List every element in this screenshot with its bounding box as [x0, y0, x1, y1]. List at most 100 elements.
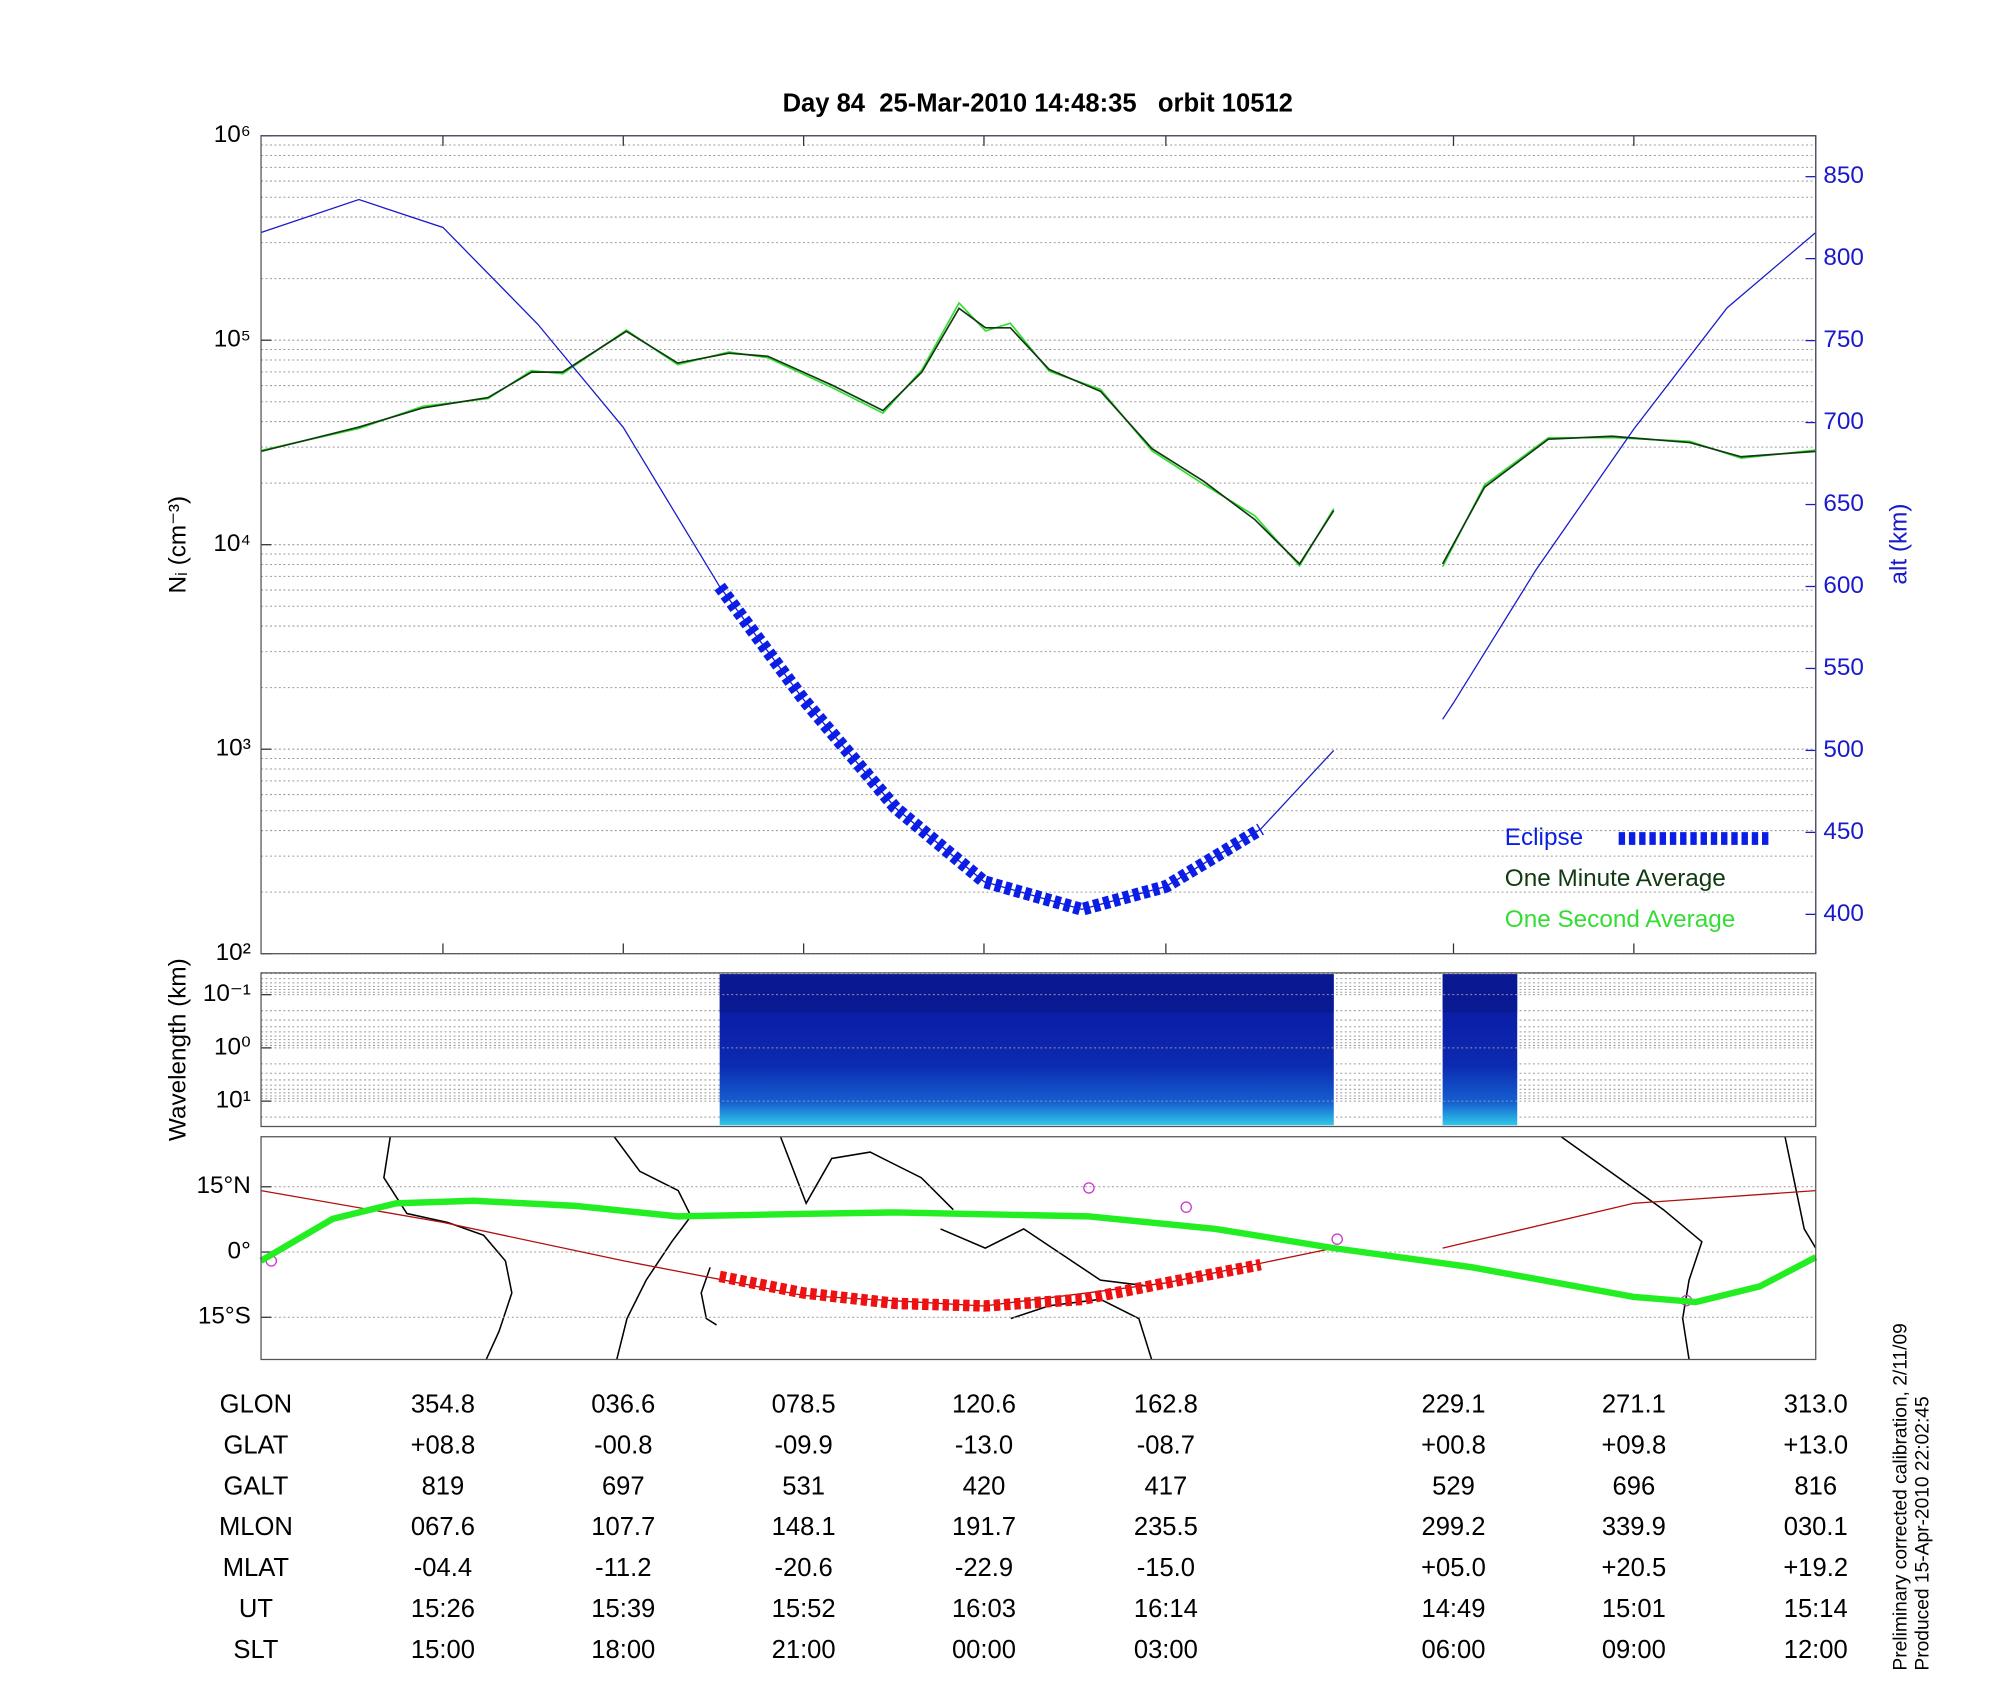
table-cell: -08.7: [1137, 1431, 1195, 1459]
table-cell: 00:00: [952, 1636, 1016, 1664]
table-cell: 816: [1794, 1472, 1837, 1500]
y-axis-label: Nᵢ (cm⁻³): [165, 496, 192, 594]
table-cell: 15:01: [1602, 1595, 1666, 1623]
table-cell: +00.8: [1421, 1431, 1486, 1459]
table-cell: 036.6: [591, 1390, 655, 1418]
y2-tick-label: 450: [1823, 818, 1864, 845]
y-tick-label: 15°S: [198, 1303, 251, 1330]
y2-tick-label: 600: [1823, 572, 1864, 599]
row-label: MLON: [219, 1513, 293, 1541]
table-cell: 339.9: [1602, 1513, 1666, 1541]
table-cell: +20.5: [1601, 1554, 1666, 1582]
table-cell: 078.5: [772, 1390, 836, 1418]
table-cell: 529: [1432, 1472, 1475, 1500]
data-line: [714, 582, 1264, 917]
y2-tick-label: 550: [1823, 654, 1864, 681]
y2-tick-label: 850: [1823, 162, 1864, 189]
row-label: MLAT: [223, 1554, 290, 1582]
panel-frame: [260, 1136, 1817, 1361]
table-cell: 107.7: [591, 1513, 655, 1541]
table-cell: 06:00: [1421, 1636, 1485, 1664]
y-axis-label: Wavelength (km): [165, 958, 192, 1141]
table-cell: 354.8: [411, 1390, 475, 1418]
panel-frame: [260, 972, 1817, 1128]
table-cell: +05.0: [1421, 1554, 1486, 1582]
y2-tick-label: 650: [1823, 490, 1864, 517]
table-cell: -15.0: [1137, 1554, 1195, 1582]
table-cell: 15:26: [411, 1595, 475, 1623]
chart-title: Day 84 25-Mar-2010 14:48:35 orbit 10512: [783, 90, 1293, 118]
table-cell: 16:03: [952, 1595, 1016, 1623]
y2-axis-label: alt (km): [1886, 504, 1913, 585]
row-label: UT: [239, 1595, 273, 1623]
y2-tick-label: 800: [1823, 244, 1864, 271]
table-cell: +13.0: [1783, 1431, 1848, 1459]
data-line: [259, 1197, 1818, 1306]
table-cell: 313.0: [1784, 1390, 1848, 1418]
table-cell: 14:49: [1421, 1595, 1485, 1623]
data-line: [718, 1258, 1262, 1312]
table-cell: 531: [782, 1472, 825, 1500]
table-cell: 12:00: [1784, 1636, 1848, 1664]
table-cell: 09:00: [1602, 1636, 1666, 1664]
table-cell: -09.9: [774, 1431, 832, 1459]
data-line: [260, 301, 1816, 568]
table-cell: -22.9: [955, 1554, 1013, 1582]
table-cell: 229.1: [1421, 1390, 1485, 1418]
note: Produced 15-Apr-2010 22:02:45: [1912, 1396, 1933, 1670]
y2-tick-label: 750: [1823, 326, 1864, 353]
table-cell: 16:14: [1134, 1595, 1198, 1623]
y-tick-label: 10⁶: [214, 121, 251, 148]
y2-tick-label: 700: [1823, 408, 1864, 435]
y-tick-label: 10⁵: [214, 326, 251, 353]
legend-label: Eclipse: [1505, 824, 1583, 851]
y2-tick-label: 400: [1823, 900, 1864, 927]
table-cell: 030.1: [1784, 1513, 1848, 1541]
legend-label: One Second Average: [1505, 906, 1735, 933]
table-cell: 15:39: [591, 1595, 655, 1623]
table-cell: 420: [963, 1472, 1006, 1500]
table-cell: 067.6: [411, 1513, 475, 1541]
row-label: GLON: [220, 1390, 292, 1418]
data-line: [260, 307, 1816, 566]
y-tick-label: 10⁻¹: [203, 980, 251, 1007]
table-cell: -20.6: [774, 1554, 832, 1582]
table-cell: 696: [1612, 1472, 1655, 1500]
table-cell: 120.6: [952, 1390, 1016, 1418]
spectrogram-tint: [719, 974, 1334, 1013]
table-cell: 417: [1145, 1472, 1188, 1500]
y-tick-label: 10²: [216, 939, 251, 966]
table-cell: -13.0: [955, 1431, 1013, 1459]
table-cell: -11.2: [595, 1554, 651, 1582]
table-cell: +08.8: [411, 1431, 476, 1459]
y-tick-label: 10¹: [216, 1087, 251, 1114]
table-cell: 148.1: [772, 1513, 836, 1541]
table-cell: 299.2: [1421, 1513, 1485, 1541]
y-tick-label: 10⁰: [214, 1033, 251, 1060]
y-tick-label: 10⁴: [213, 530, 250, 557]
panel-frame: [260, 135, 1817, 955]
row-label: SLT: [233, 1636, 278, 1664]
y-tick-label: 0°: [228, 1237, 251, 1264]
row-label: GALT: [223, 1472, 288, 1500]
y2-tick-label: 500: [1823, 736, 1864, 763]
coastlines: [383, 1136, 1817, 1360]
row-label: GLAT: [223, 1431, 288, 1459]
table-cell: 235.5: [1134, 1513, 1198, 1541]
y-tick-label: 15°N: [197, 1172, 251, 1199]
table-cell: 191.7: [952, 1513, 1016, 1541]
table-cell: 271.1: [1602, 1390, 1666, 1418]
table-cell: +19.2: [1783, 1554, 1848, 1582]
table-cell: 21:00: [772, 1636, 836, 1664]
table-cell: 18:00: [591, 1636, 655, 1664]
spectrogram-tint: [1442, 974, 1518, 1013]
table-cell: -04.4: [414, 1554, 472, 1582]
y-tick-label: 10³: [216, 735, 251, 762]
table-cell: 819: [422, 1472, 465, 1500]
table-cell: 03:00: [1134, 1636, 1198, 1664]
legend-label: One Minute Average: [1505, 865, 1726, 892]
note: Preliminary corrected calibration, 2/11/…: [1891, 1323, 1912, 1670]
table-cell: -00.8: [594, 1431, 652, 1459]
